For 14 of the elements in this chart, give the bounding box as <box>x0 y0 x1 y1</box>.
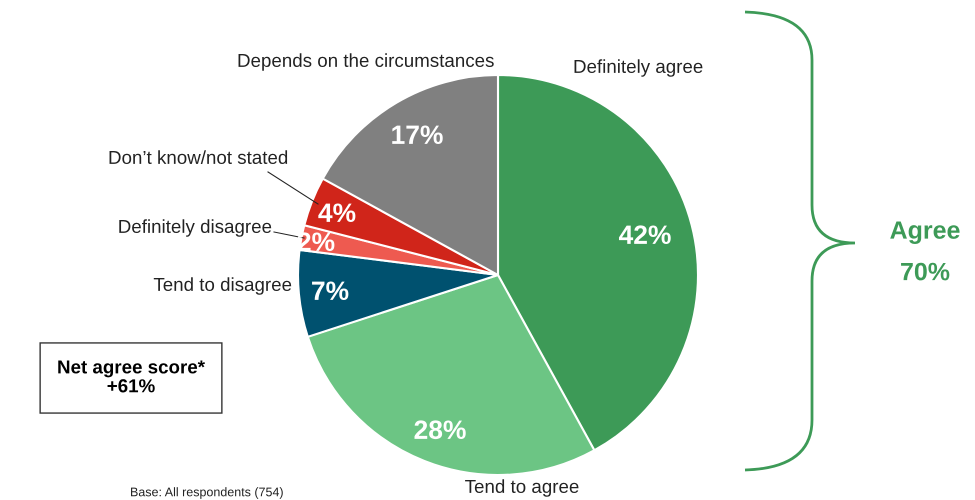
slice-label: Tend to agree <box>465 479 579 497</box>
data-label: 42% <box>618 225 671 244</box>
slice-label: Depends on the circumstances <box>238 53 494 71</box>
data-label: 28% <box>414 420 466 440</box>
text: Net agree score* +61% <box>58 360 205 392</box>
text: Agree 70% <box>890 221 960 280</box>
slice-label: Definitely disagree <box>119 219 272 237</box>
slice-label: Tend to disagree <box>154 277 292 295</box>
data-label: 4% <box>318 203 356 222</box>
data-label: 7% <box>312 281 348 300</box>
slice-label: Definitely agree <box>574 59 702 77</box>
text: Base: All respondents (754) <box>131 487 283 499</box>
slice-label: Don’t know/not stated <box>110 150 288 164</box>
data-label: 17% <box>392 125 443 144</box>
